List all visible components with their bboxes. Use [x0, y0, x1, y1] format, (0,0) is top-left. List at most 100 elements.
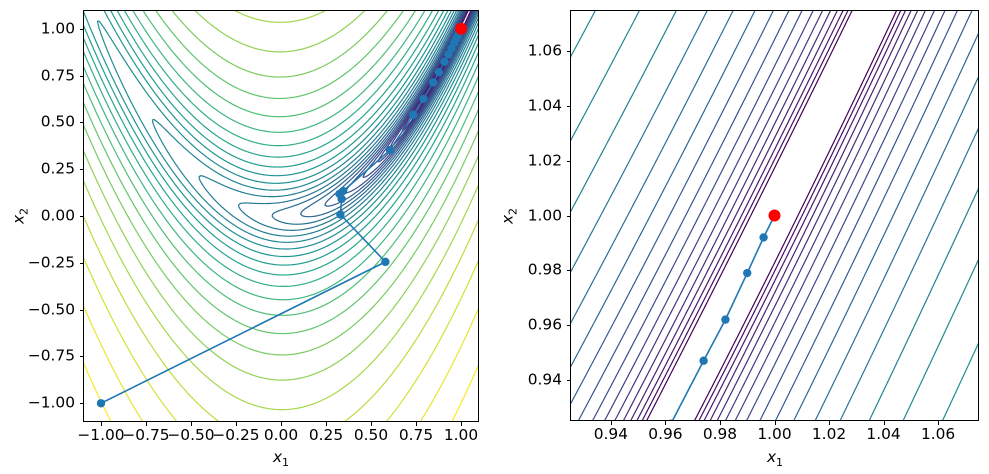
- x-tick-label: 1.02: [811, 425, 847, 443]
- y-tick-mark: [79, 28, 83, 30]
- data-point-marker: [434, 67, 444, 77]
- data-point-marker: [336, 210, 345, 219]
- x-tick-mark: [938, 421, 940, 425]
- right-yaxis-label: x2: [498, 207, 520, 225]
- y-tick-label: 0.50: [40, 112, 75, 131]
- y-tick-label: 0.25: [40, 159, 75, 178]
- x-tick-label: −0.50: [167, 426, 215, 444]
- y-tick-mark: [79, 122, 83, 124]
- left-yaxis-label: x2: [9, 207, 31, 225]
- x-tick-label: 0.50: [353, 426, 389, 444]
- left-axes-spine-right: [478, 10, 479, 422]
- y-tick-label: 0.98: [527, 260, 562, 279]
- x-tick-mark: [281, 422, 282, 426]
- x-tick-mark: [371, 422, 372, 426]
- left-xaxis-label: x1: [272, 448, 290, 470]
- y-tick-mark: [79, 169, 83, 171]
- series-line-optimizer-path: [100, 28, 462, 404]
- x-tick-label: 1.00: [757, 425, 792, 443]
- x-tick-mark: [719, 421, 721, 425]
- data-point-marker: [428, 78, 438, 87]
- data-point-marker: [338, 186, 348, 196]
- y-tick-mark: [566, 215, 570, 217]
- data-point-marker: [381, 257, 390, 267]
- y-tick-label: −0.50: [27, 299, 75, 318]
- y-tick-mark: [566, 270, 570, 272]
- x-tick-label: 1.06: [920, 425, 956, 443]
- data-point-marker: [768, 209, 781, 222]
- left-axes-spine-bottom: [83, 421, 479, 422]
- x-tick-mark: [610, 421, 612, 425]
- series-optimum-marker: [768, 209, 781, 222]
- x-tick-label: 1.04: [866, 425, 901, 443]
- x-tick-mark: [191, 422, 192, 426]
- x-tick-mark: [236, 422, 237, 426]
- data-point-marker: [409, 110, 418, 120]
- right-axes-spine-left: [570, 10, 571, 421]
- left-contour-axes[interactable]: [83, 10, 479, 422]
- right-plot-clip: [570, 10, 979, 421]
- x-tick-mark: [416, 422, 417, 426]
- x-tick-label: 0.94: [593, 425, 629, 443]
- data-point-marker: [759, 233, 768, 242]
- y-tick-label: 0.00: [40, 206, 75, 225]
- y-tick-label: 0.96: [527, 315, 562, 334]
- y-tick-label: 0.75: [40, 65, 75, 84]
- left-plot-clip: [83, 10, 479, 422]
- data-point-marker: [699, 356, 708, 365]
- y-tick-label: 1.06: [527, 41, 562, 60]
- left-axes-spine-top: [83, 10, 479, 11]
- y-tick-mark: [79, 75, 83, 77]
- y-tick-mark: [566, 325, 570, 327]
- y-tick-mark: [79, 262, 83, 264]
- x-tick-label: 0.98: [702, 425, 738, 443]
- x-tick-mark: [101, 422, 102, 426]
- y-tick-mark: [566, 160, 570, 162]
- y-tick-label: −0.75: [27, 346, 75, 365]
- series-optimum-marker: [455, 22, 467, 35]
- right-contour-canvas: [570, 10, 979, 421]
- data-point-marker: [440, 57, 449, 66]
- x-tick-label: −0.25: [212, 426, 260, 444]
- y-tick-label: −1.00: [27, 393, 75, 412]
- y-tick-label: 1.00: [40, 19, 75, 38]
- contour-lines: [83, 10, 479, 422]
- data-point-marker: [743, 268, 752, 278]
- data-point-marker: [96, 399, 106, 408]
- x-tick-mark: [326, 422, 327, 426]
- right-axes-spine-bottom: [570, 420, 979, 421]
- y-tick-label: 1.02: [527, 150, 562, 169]
- right-xaxis-label: x1: [766, 448, 784, 470]
- x-tick-mark: [665, 421, 667, 425]
- x-tick-label: 0.75: [398, 426, 434, 444]
- data-point-marker: [721, 315, 730, 324]
- y-tick-mark: [79, 356, 83, 358]
- y-tick-mark: [566, 105, 570, 107]
- x-tick-mark: [829, 421, 831, 425]
- x-tick-label: −0.75: [122, 426, 170, 444]
- x-tick-mark: [146, 422, 147, 426]
- x-tick-label: 1.00: [443, 426, 479, 444]
- data-point-marker: [419, 94, 428, 104]
- data-point-marker: [385, 145, 395, 155]
- right-axes-spine-top: [570, 10, 979, 11]
- x-tick-label: −1.00: [77, 426, 125, 444]
- x-tick-mark: [461, 422, 462, 426]
- y-tick-mark: [79, 403, 83, 405]
- right-contour-axes[interactable]: [570, 10, 979, 421]
- y-tick-mark: [79, 216, 83, 217]
- data-point-marker: [455, 22, 467, 35]
- right-axes-spine-right: [978, 10, 979, 421]
- contour-lines: [570, 10, 979, 421]
- y-tick-mark: [566, 379, 570, 381]
- y-tick-label: −0.25: [27, 253, 75, 272]
- x-tick-mark: [883, 421, 885, 425]
- left-contour-canvas: [83, 10, 479, 422]
- y-tick-label: 0.94: [527, 370, 562, 389]
- left-axes-spine-left: [83, 10, 84, 422]
- series-optimizer-path: [96, 24, 466, 408]
- y-tick-mark: [566, 51, 570, 53]
- x-tick-label: 0.25: [308, 426, 344, 444]
- y-tick-label: 1.04: [527, 96, 562, 115]
